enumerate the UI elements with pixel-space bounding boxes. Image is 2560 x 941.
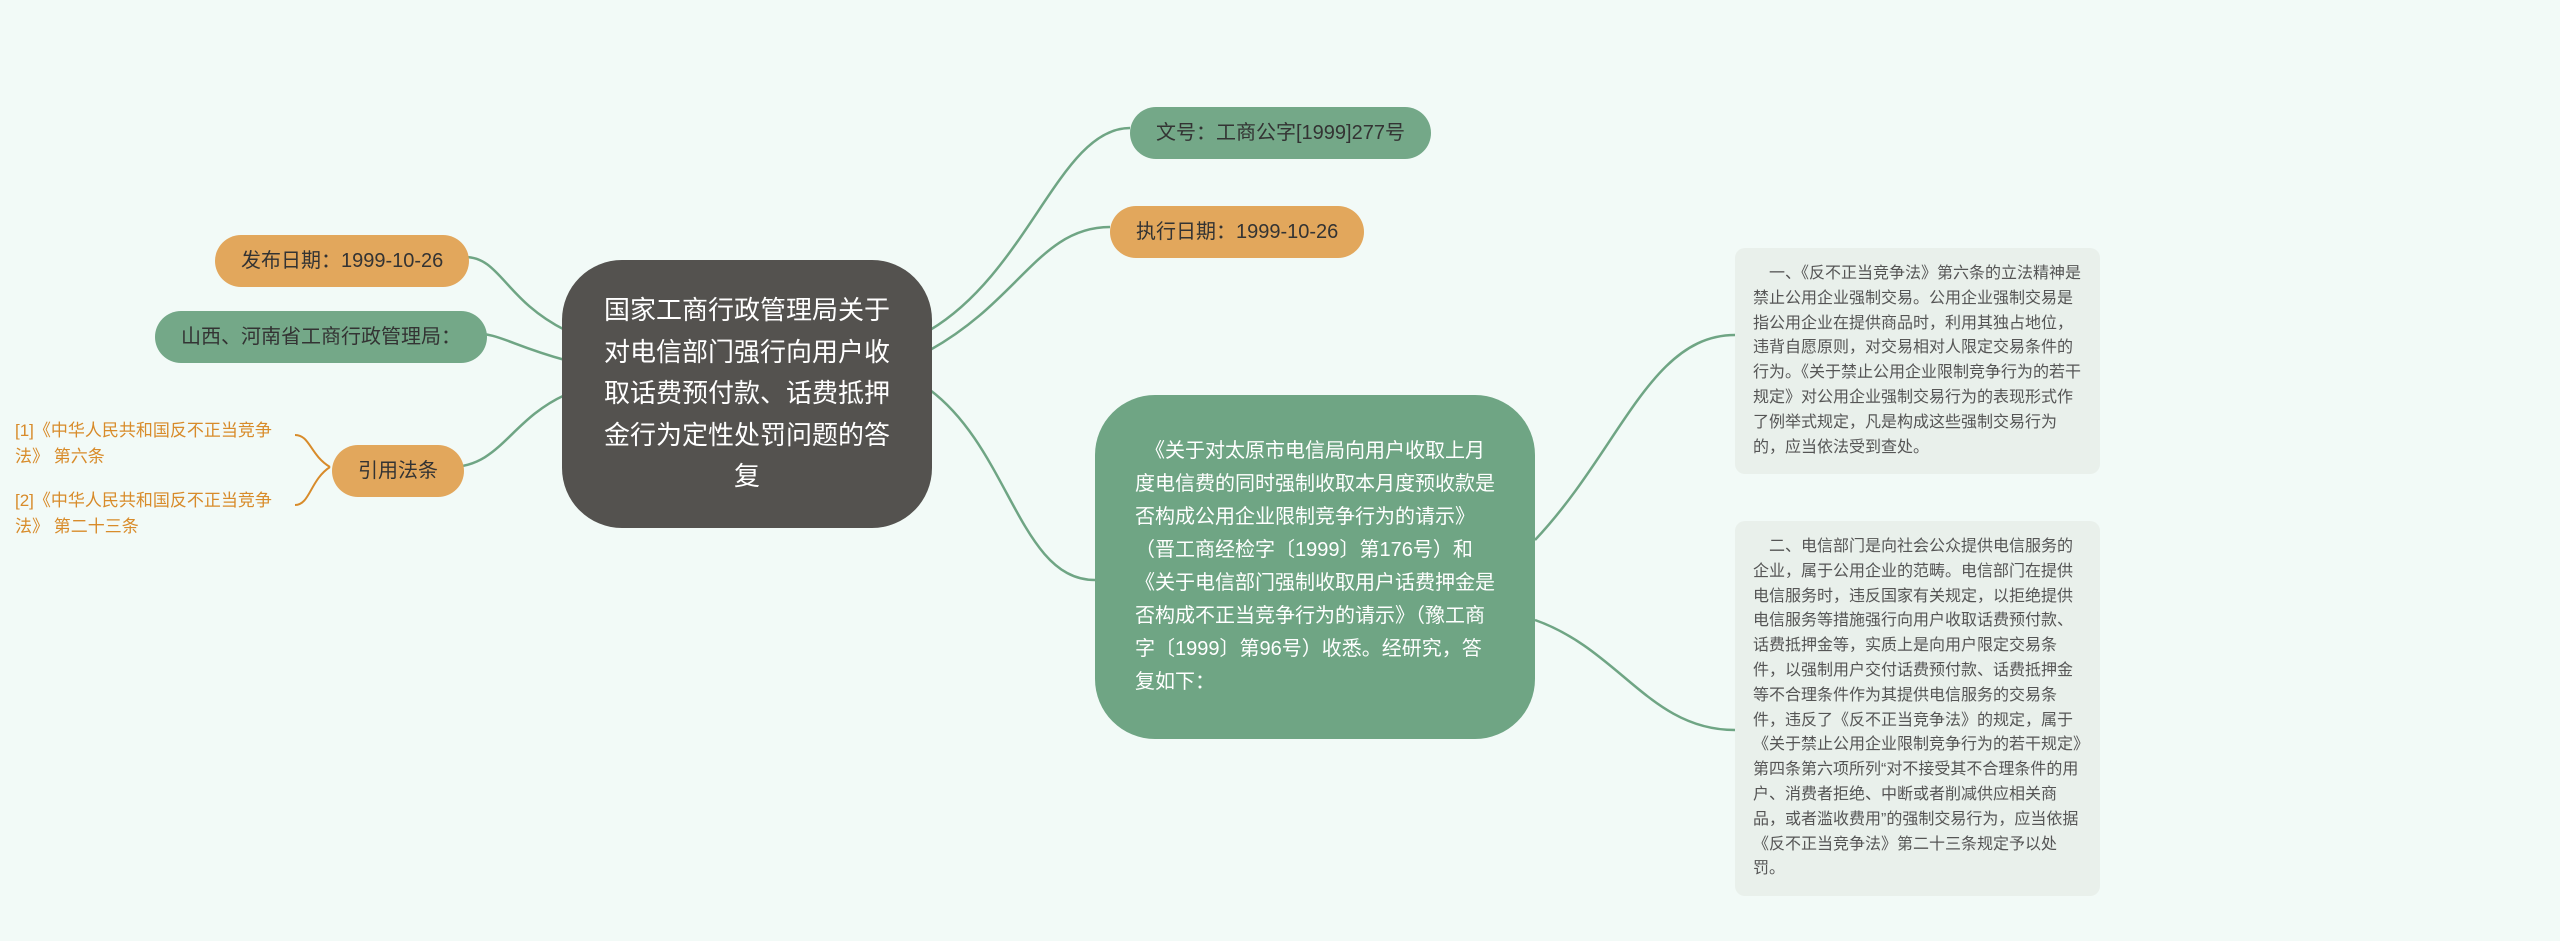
root-node: 国家工商行政管理局关于对电信部门强行向用户收取话费预付款、话费抵押金行为定性处罚… bbox=[562, 260, 932, 528]
exec-date-node: 执行日期：1999-10-26 bbox=[1110, 206, 1364, 258]
cited-law-node: 引用法条 bbox=[332, 445, 464, 497]
paragraph-1: 一、《反不正当竞争法》第六条的立法精神是禁止公用企业强制交易。公用企业强制交易是… bbox=[1735, 248, 2100, 474]
law-ref-1: [1]《中华人民共和国反不正当竞争法》 第六条 bbox=[15, 414, 295, 473]
issue-date-node: 发布日期：1999-10-26 bbox=[215, 235, 469, 287]
addressee-node: 山西、河南省工商行政管理局： bbox=[155, 311, 487, 363]
law-ref-2: [2]《中华人民共和国反不正当竞争法》 第二十三条 bbox=[15, 484, 295, 543]
body-node: 《关于对太原市电信局向用户收取上月度电信费的同时强制收取本月度预收款是否构成公用… bbox=[1095, 395, 1535, 739]
paragraph-2: 二、电信部门是向社会公众提供电信服务的企业，属于公用企业的范畴。电信部门在提供电… bbox=[1735, 521, 2100, 896]
doc-no-node: 文号：工商公字[1999]277号 bbox=[1130, 107, 1431, 159]
